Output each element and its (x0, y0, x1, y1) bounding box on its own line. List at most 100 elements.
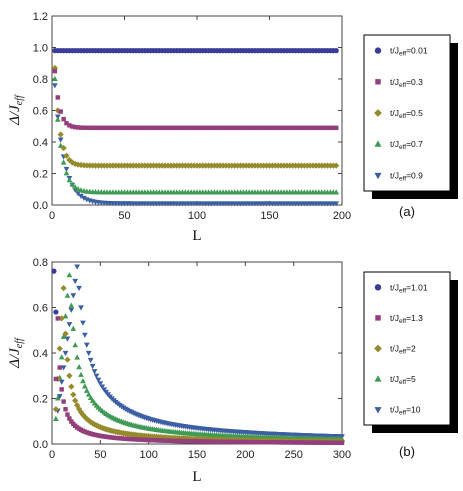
x-axis-label-b: L (192, 469, 201, 485)
data-point (70, 293, 77, 299)
data-point (188, 125, 194, 131)
data-point (72, 160, 79, 167)
data-point (57, 365, 62, 370)
data-point (57, 137, 64, 143)
data-point (333, 162, 340, 169)
data-point (183, 125, 188, 131)
data-point (83, 342, 90, 348)
legend-label: t/Jeff=0.9 (390, 170, 423, 182)
data-point (278, 125, 284, 131)
legend-label: t/Jeff=10 (390, 405, 421, 417)
data-point (220, 125, 226, 131)
data-point (65, 412, 70, 417)
data-point (200, 125, 206, 131)
chart-panel-b: 0 50 100 150 200 250 300 0.0 0.2 0.4 0.6 0.8 L Δ/Je… (7, 257, 458, 485)
legend-a-entries: t/Jeff=0.01 t/Jeff=0.3 t/Jeff=0.5 t/Jeff=0.… (374, 46, 428, 182)
data-point (90, 125, 95, 131)
data-point (229, 125, 235, 131)
data-point (82, 332, 88, 338)
data-point (66, 322, 73, 328)
y-tick-label: 1.2 (33, 11, 48, 23)
data-point (339, 440, 345, 445)
data-point (148, 125, 153, 131)
data-point (290, 125, 295, 131)
data-point (85, 391, 92, 397)
data-point (246, 125, 252, 131)
data-point (52, 68, 58, 74)
data-point (75, 191, 81, 197)
y-axis-label-a-main: Δ/J (7, 104, 23, 126)
data-point (63, 170, 70, 176)
data-point (76, 285, 82, 292)
data-point (191, 125, 197, 131)
y-tick-label: 0.6 (33, 303, 48, 315)
data-point (316, 125, 322, 131)
data-points-a (51, 48, 340, 207)
data-point (52, 83, 58, 89)
legend-marker (374, 407, 382, 414)
data-point (328, 125, 333, 131)
data-point (80, 378, 86, 384)
axis-ticks-a: 0 50 100 150 200 0.0 0.2 0.4 0.6 0.8 1.0 1.2 (33, 11, 351, 222)
data-point (119, 125, 124, 131)
data-point (58, 315, 65, 322)
data-point (180, 125, 185, 131)
data-point (85, 417, 92, 424)
x-tick-label: 0 (49, 210, 55, 222)
data-point (54, 107, 61, 114)
data-point (59, 387, 64, 392)
data-point (55, 316, 61, 321)
x-tick-label: 300 (333, 449, 351, 461)
x-tick-label: 150 (260, 210, 278, 222)
data-point (74, 402, 81, 409)
y-tick-label: 0.2 (33, 394, 48, 406)
data-point (255, 125, 261, 131)
data-point (93, 125, 98, 131)
data-point (64, 356, 71, 363)
data-point (296, 125, 301, 131)
x-tick-label: 0 (49, 449, 55, 461)
legend-label: t/Jeff=0.01 (390, 46, 428, 58)
data-point (186, 125, 191, 131)
data-point (206, 125, 211, 131)
y-tick-label: 0.8 (33, 74, 48, 86)
data-point (133, 125, 139, 131)
data-point (70, 124, 75, 129)
legend-marker (374, 140, 382, 147)
data-point (122, 125, 127, 131)
legend-marker (375, 315, 381, 321)
data-point (130, 125, 136, 131)
data-point (83, 387, 90, 393)
data-point (264, 125, 269, 131)
y-axis-label-b-sub: eff (14, 337, 25, 348)
legend-label: t/Jeff=1.01 (390, 282, 428, 294)
data-point (74, 264, 80, 270)
data-point (70, 325, 77, 331)
data-point (72, 278, 79, 285)
data-point (51, 268, 57, 274)
data-point (75, 405, 83, 413)
data-point (313, 125, 319, 131)
data-point (58, 379, 65, 385)
data-point (78, 305, 84, 311)
data-point (99, 384, 106, 390)
data-point (95, 377, 102, 383)
y-tick-label: 0.0 (33, 439, 48, 451)
data-point (72, 184, 79, 190)
data-point (293, 125, 298, 131)
data-point (235, 125, 240, 131)
data-point (307, 125, 313, 131)
data-point (258, 125, 264, 131)
data-point (56, 345, 63, 352)
data-point (249, 125, 255, 131)
data-point (54, 395, 61, 401)
data-point (110, 125, 116, 131)
data-point (223, 125, 229, 131)
data-point (197, 125, 203, 131)
data-point (75, 125, 81, 130)
data-point (333, 48, 339, 54)
data-point (82, 383, 88, 389)
data-point (78, 193, 84, 200)
data-point (310, 125, 316, 131)
data-point (62, 350, 69, 357)
